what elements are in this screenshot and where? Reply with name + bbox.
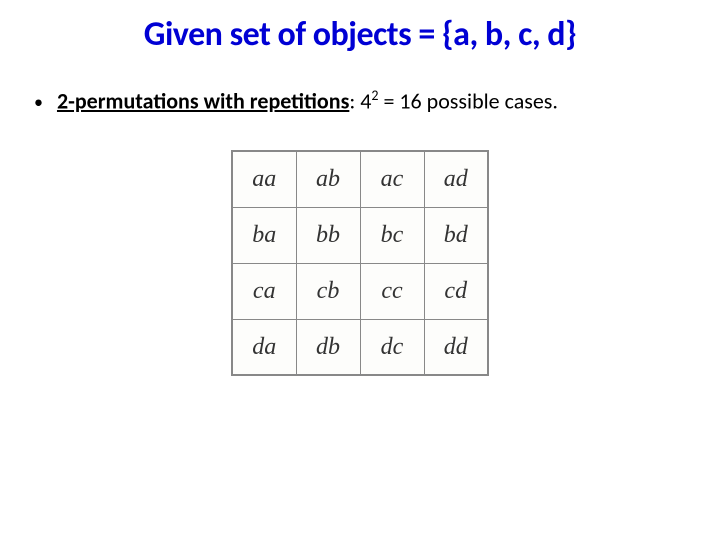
permutation-table: aa ab ac ad ba bb bc bd ca cb cc cd da d…	[231, 150, 489, 376]
table-cell: ab	[296, 151, 360, 207]
bullet-marker: •	[34, 91, 43, 113]
table-row: aa ab ac ad	[232, 151, 488, 207]
table-cell: cb	[296, 263, 360, 319]
table-cell: cd	[424, 263, 488, 319]
table-cell: dd	[424, 319, 488, 375]
table-cell: aa	[232, 151, 296, 207]
bullet-colon: : 4	[349, 87, 371, 114]
table-row: ba bb bc bd	[232, 207, 488, 263]
table-cell: dc	[360, 319, 424, 375]
bullet-content: 2-permutations with repetitions: 42 = 16…	[57, 87, 558, 114]
table-cell: ca	[232, 263, 296, 319]
table-row: da db dc dd	[232, 319, 488, 375]
table-cell: bb	[296, 207, 360, 263]
table-cell: db	[296, 319, 360, 375]
table-row: ca cb cc cd	[232, 263, 488, 319]
table-cell: da	[232, 319, 296, 375]
table-cell: bc	[360, 207, 424, 263]
bullet-rest: = 16 possible cases.	[378, 87, 558, 114]
bullet-item: • 2-permutations with repetitions: 42 = …	[34, 87, 720, 114]
table-cell: ac	[360, 151, 424, 207]
bullet-bold-text: 2-permutations with repetitions	[57, 87, 349, 114]
table-cell: ba	[232, 207, 296, 263]
table-cell: cc	[360, 263, 424, 319]
table-cell: bd	[424, 207, 488, 263]
slide-title: Given set of objects = {a, b, c, d}	[0, 0, 720, 55]
table-cell: ad	[424, 151, 488, 207]
bullet-section: • 2-permutations with repetitions: 42 = …	[0, 87, 720, 114]
table-container: aa ab ac ad ba bb bc bd ca cb cc cd da d…	[0, 150, 720, 376]
